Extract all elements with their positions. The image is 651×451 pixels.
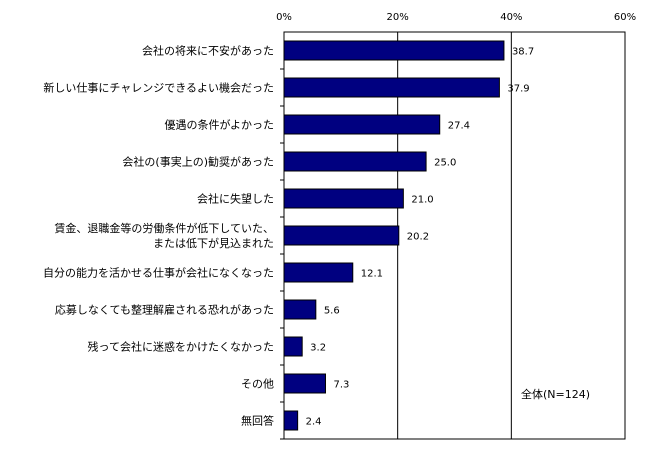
value-label: 3.2 [310,343,326,354]
value-label: 38.7 [512,47,534,58]
bar [283,151,427,172]
bar [283,77,500,98]
bar [283,225,400,246]
category-labels: 会社の将来に不安があった新しい仕事にチャレンジできるよい機会だった優遇の条件がよ… [43,44,274,428]
x-tick-label: 40% [500,12,522,23]
bars [280,40,505,440]
bar [283,336,303,357]
value-label: 5.6 [324,306,340,317]
bar [283,262,354,283]
x-axis-tick-labels: 0% 20% 40% 60% [276,12,636,23]
value-label: 12.1 [361,269,383,280]
x-tick-label: 60% [614,12,636,23]
value-label: 25.0 [434,158,456,169]
category-label: 新しい仕事にチャレンジできるよい機会だった [43,81,274,95]
category-label: 応募しなくても整理解雇される恐れがあった [55,303,274,317]
value-label: 2.4 [306,417,322,428]
bar [283,188,404,209]
category-label: 残って会社に迷惑をかけたくなかった [88,340,274,354]
category-label: 会社の(事実上の)勧奨があった [122,155,274,169]
value-label: 7.3 [333,380,349,391]
value-labels: 38.7 37.9 27.4 25.0 21.0 20.2 12.1 5.6 3.2 7.3 2.4 [306,47,535,428]
category-label: 無回答 [241,414,274,428]
value-label: 20.2 [407,232,429,243]
x-tick-label: 0% [276,12,292,23]
value-label: 37.9 [507,84,529,95]
x-tick-label: 20% [387,12,409,23]
bar [283,410,299,431]
category-label: 優遇の条件がよかった [165,118,274,132]
category-label: その他 [241,378,274,391]
bar [283,40,505,61]
bar [283,373,326,394]
bar [283,114,441,135]
category-label: 自分の能力を活かせる仕事が会社になくなった [43,266,274,280]
value-label: 21.0 [411,195,433,206]
sample-size-note: 全体(N=124) [521,387,590,401]
bar [283,299,317,320]
category-label: 会社に失望した [197,192,274,206]
category-label: 賃金、退職金等の労働条件が低下していた、または低下が見込まれた [54,221,274,250]
value-label: 27.4 [448,121,470,132]
category-label: 会社の将来に不安があった [142,44,274,58]
